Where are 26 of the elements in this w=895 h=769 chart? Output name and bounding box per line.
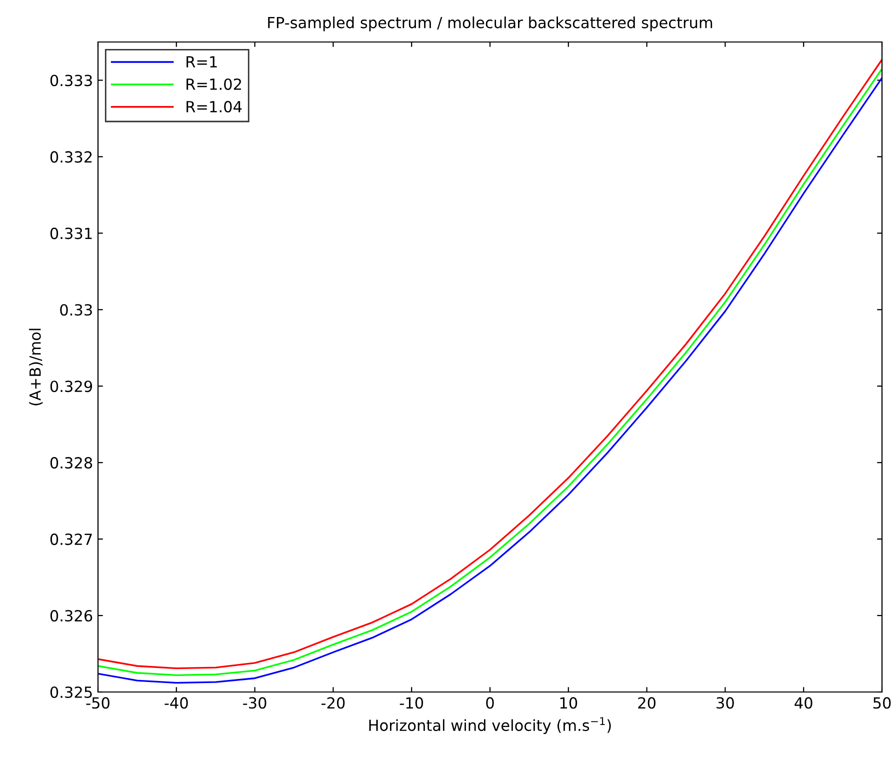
x-tick-label: -10 — [400, 697, 424, 709]
x-axis-title: Horizontal wind velocity (m.s$^{−1}$) — [369, 717, 611, 734]
x-tick-label: -20 — [321, 697, 345, 709]
y-tick-label: 0.326 — [50, 610, 92, 622]
y-tick-label: 0.329 — [50, 380, 92, 392]
y-tick-label: 0.33 — [60, 304, 92, 316]
y-tick-label: 0.327 — [50, 534, 92, 546]
x-tick-label: 10 — [560, 697, 578, 709]
y-tick-label: 0.333 — [50, 74, 92, 86]
x-tick-label: -50 — [86, 697, 110, 709]
legend-label: R=1.04 — [186, 100, 242, 112]
x-tick-label: 0 — [486, 697, 494, 709]
legend-label: R=1.02 — [186, 78, 241, 90]
x-tick-label: 30 — [716, 697, 734, 709]
y-tick-label: 0.325 — [50, 686, 92, 698]
x-tick-label: -30 — [243, 697, 266, 709]
legend-label: R=1 — [186, 56, 217, 68]
x-tick-label: 20 — [638, 697, 656, 709]
x-tick-label: -40 — [164, 697, 188, 709]
x-tick-label: 40 — [794, 697, 812, 709]
y-axis-title: (A+B)/mol — [29, 328, 43, 406]
y-tick-label: 0.332 — [50, 151, 92, 163]
y-tick-label: 0.331 — [50, 228, 92, 240]
x-tick-label: 50 — [873, 697, 891, 709]
y-tick-label: 0.328 — [50, 457, 92, 469]
chart-title: FP-sampled spectrum / molecular backscattered spectrum — [268, 16, 712, 32]
